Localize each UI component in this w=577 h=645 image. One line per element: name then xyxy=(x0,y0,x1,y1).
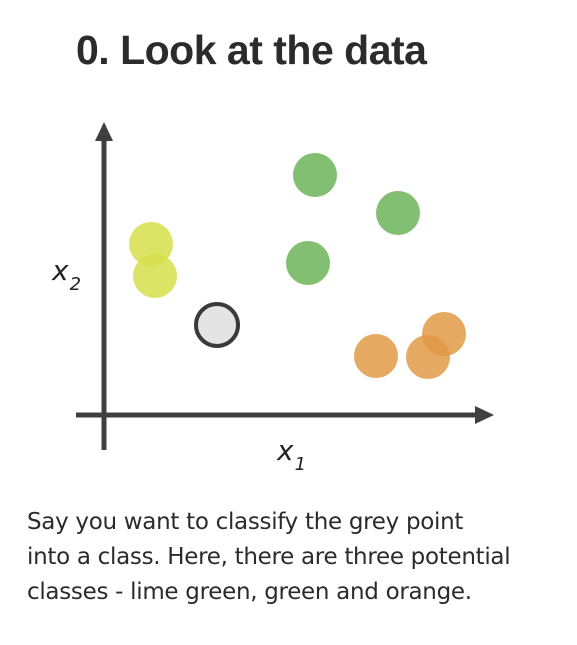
y-axis-label: x2 xyxy=(51,254,81,295)
diagram-title: 0. Look at the data xyxy=(76,27,427,73)
green-point-2 xyxy=(376,191,420,235)
caption: Say you want to classify the grey point … xyxy=(27,505,567,610)
x-axis-arrowhead xyxy=(475,406,494,424)
caption-line-1: Say you want to classify the grey point xyxy=(27,509,464,535)
green-point-3 xyxy=(286,241,330,285)
data-points xyxy=(129,153,466,379)
scatter-diagram: x2 x1 xyxy=(51,122,494,475)
caption-line-2: into a class. Here, there are three pote… xyxy=(27,544,511,570)
y-axis-arrowhead xyxy=(95,122,113,141)
green-point-1 xyxy=(293,153,337,197)
x-axis-label: x1 xyxy=(276,434,306,475)
grey-query-point xyxy=(194,302,240,348)
orange-point-1 xyxy=(354,334,398,378)
caption-line-3: classes - lime green, green and orange. xyxy=(27,579,472,605)
lime-point-2 xyxy=(133,254,177,298)
orange-point-3 xyxy=(422,312,466,356)
lime-point-1 xyxy=(129,222,173,266)
